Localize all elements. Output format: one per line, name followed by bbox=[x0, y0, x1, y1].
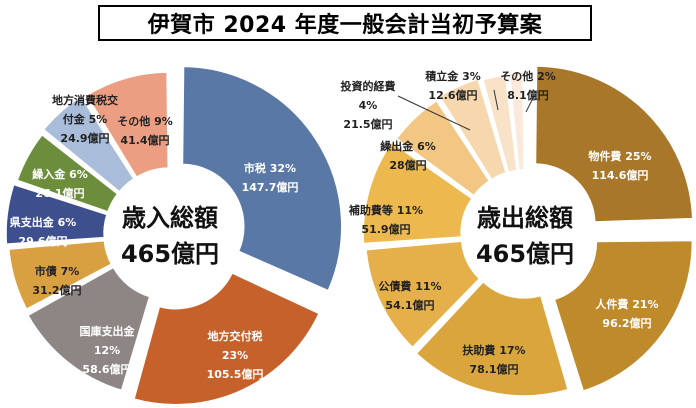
center-total-0: 465億円 bbox=[121, 240, 219, 268]
slice-label-0-6-1: 付金 5% bbox=[63, 112, 108, 126]
center-label-1: 歳出総額 bbox=[477, 204, 573, 232]
center-hole-1 bbox=[467, 176, 583, 292]
slice-0-3 bbox=[7, 239, 113, 311]
slice-label-1-4-1: 51.9億円 bbox=[361, 222, 410, 236]
slice-1-8 bbox=[508, 71, 525, 172]
slice-1-7 bbox=[481, 74, 518, 174]
slice-label-1-8-1: 8.1億円 bbox=[507, 88, 549, 102]
slice-label-0-0-1: 147.7億円 bbox=[242, 180, 299, 194]
slice-0-6 bbox=[42, 95, 135, 193]
slice-label-1-1-1: 96.2億円 bbox=[602, 316, 651, 330]
slice-label-1-2-0: 扶助費 17% bbox=[462, 343, 525, 357]
slice-label-0-2-1: 12% bbox=[94, 344, 120, 357]
leader-line-2 bbox=[525, 95, 535, 113]
slice-0-0 bbox=[181, 65, 343, 292]
leader-line-0 bbox=[397, 95, 471, 131]
slice-label-0-1-0: 地方交付税 bbox=[208, 329, 263, 343]
slice-label-0-7-1: 41.4億円 bbox=[120, 133, 169, 147]
center-label-0: 歳入総額 bbox=[122, 204, 218, 232]
slice-0-1 bbox=[133, 271, 321, 406]
slice-label-1-7-0: 積立金 3% bbox=[424, 69, 481, 83]
slice-0-4 bbox=[5, 183, 108, 245]
slice-0-2 bbox=[26, 266, 151, 392]
slice-label-0-0-0: 市税 32% bbox=[244, 161, 296, 175]
slice-label-1-5-1: 28億円 bbox=[389, 158, 426, 172]
slice-label-1-4-0: 補助費等 11% bbox=[348, 203, 423, 217]
slice-label-1-3-1: 54.1億円 bbox=[385, 298, 434, 312]
slice-1-2 bbox=[415, 280, 570, 397]
slice-label-0-2-2: 58.6億円 bbox=[82, 362, 131, 376]
slice-1-1 bbox=[553, 239, 694, 392]
slice-label-0-6-2: 24.9億円 bbox=[60, 131, 109, 145]
slice-label-1-3-0: 公債費 11% bbox=[378, 279, 441, 293]
slice-label-0-1-1: 23% bbox=[222, 349, 248, 362]
leader-line-1 bbox=[493, 89, 499, 111]
slice-label-1-1-0: 人件費 21% bbox=[595, 297, 658, 311]
slice-label-1-6-0: 投資的経費 bbox=[341, 79, 396, 93]
slice-label-0-5-0: 繰入金 6% bbox=[32, 167, 88, 181]
slice-0-5 bbox=[16, 133, 119, 213]
slice-label-0-3-0: 市債 7% bbox=[35, 264, 80, 278]
slice-label-0-2-0: 国庫支出金 bbox=[80, 324, 136, 338]
slice-0-7 bbox=[85, 71, 169, 179]
slice-label-1-0-0: 物件費 25% bbox=[588, 149, 651, 163]
slice-label-1-6-2: 21.5億円 bbox=[343, 117, 392, 131]
slice-1-4 bbox=[362, 141, 474, 245]
slice-label-1-7-1: 12.6億円 bbox=[428, 88, 477, 102]
chart-title-box: 伊賀市 2024 年度一般会計当初予算案 bbox=[98, 5, 592, 41]
slice-label-0-7-0: その他 9% bbox=[117, 114, 173, 128]
slice-1-6 bbox=[438, 78, 508, 181]
slice-label-1-5-0: 繰出金 6% bbox=[380, 139, 436, 153]
slice-label-1-2-1: 78.1億円 bbox=[469, 362, 518, 376]
chart-title: 伊賀市 2024 年度一般会計当初予算案 bbox=[147, 13, 543, 38]
slice-label-0-6-0: 地方消費税交 bbox=[52, 93, 118, 107]
slice-label-1-8-0: その他 2% bbox=[500, 69, 556, 83]
center-total-1: 465億円 bbox=[476, 240, 574, 268]
center-hole-0 bbox=[110, 174, 230, 294]
slice-label-1-0-1: 114.6億円 bbox=[592, 168, 649, 182]
slice-1-0 bbox=[534, 65, 694, 223]
slice-label-0-4-0: 県支出金 6% bbox=[10, 215, 77, 229]
slice-label-0-3-1: 31.2億円 bbox=[32, 283, 81, 297]
slice-label-1-6-1: 4% bbox=[359, 99, 378, 112]
slice-1-5 bbox=[395, 99, 491, 197]
slice-label-0-4-1: 29.6億円 bbox=[18, 234, 67, 248]
slice-1-3 bbox=[365, 240, 481, 349]
slice-label-0-5-1: 26.1億円 bbox=[35, 186, 84, 200]
slice-label-0-1-2: 105.5億円 bbox=[207, 367, 264, 381]
